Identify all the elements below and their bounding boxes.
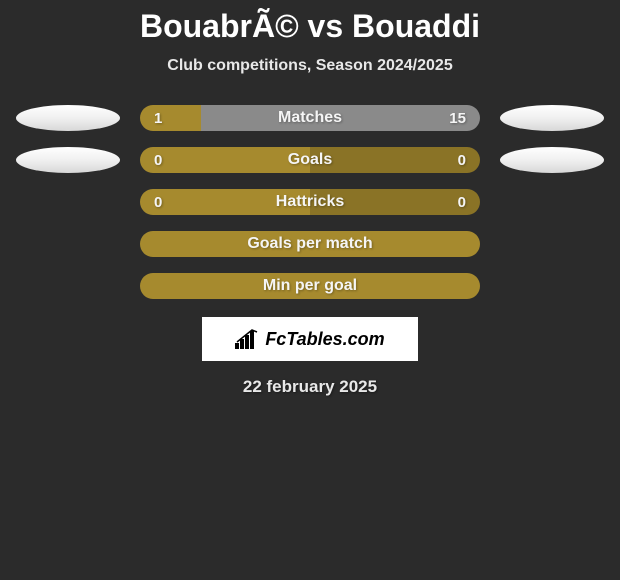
page-title: BouabrÃ© vs Bouaddi: [0, 8, 620, 45]
stat-value-left: 0: [154, 152, 162, 169]
logo-box: FcTables.com: [202, 317, 418, 361]
stat-label: Min per goal: [263, 277, 357, 295]
avatar-placeholder: [16, 273, 120, 299]
stat-bar: Goals per match: [140, 231, 480, 257]
chart-icon: [235, 329, 259, 349]
player-avatar-left: [16, 147, 120, 173]
stat-bar: 0 0 Hattricks: [140, 189, 480, 215]
avatar-placeholder: [500, 189, 604, 215]
avatar-placeholder: [500, 231, 604, 257]
stat-row: 0 0 Hattricks: [0, 189, 620, 215]
stat-value-right: 15: [449, 110, 466, 127]
stat-value-right: 0: [458, 152, 466, 169]
player-avatar-right: [500, 147, 604, 173]
stat-bar: 1 15 Matches: [140, 105, 480, 131]
avatar-placeholder: [500, 273, 604, 299]
bar-segment-left: 0: [140, 147, 310, 173]
avatar-placeholder: [16, 231, 120, 257]
stat-label: Goals: [288, 151, 332, 169]
date-label: 22 february 2025: [0, 377, 620, 397]
stat-value-left: 1: [154, 110, 162, 127]
stat-value-right: 0: [458, 194, 466, 211]
stat-label: Hattricks: [276, 193, 344, 211]
stat-label: Matches: [278, 109, 342, 127]
stats-list: 1 15 Matches 0 0 Goals 0 0 Hattricks Goals per ma…: [0, 105, 620, 299]
stat-row: Min per goal: [0, 273, 620, 299]
stat-row: 1 15 Matches: [0, 105, 620, 131]
stat-bar: 0 0 Goals: [140, 147, 480, 173]
subtitle: Club competitions, Season 2024/2025: [0, 57, 620, 75]
stat-value-left: 0: [154, 194, 162, 211]
stat-row: 0 0 Goals: [0, 147, 620, 173]
bar-segment-right: 0: [310, 147, 480, 173]
player-avatar-right: [500, 105, 604, 131]
stat-bar: Min per goal: [140, 273, 480, 299]
bar-segment-left: 1: [140, 105, 201, 131]
comparison-container: BouabrÃ© vs Bouaddi Club competitions, S…: [0, 0, 620, 397]
player-avatar-left: [16, 105, 120, 131]
stat-label: Goals per match: [247, 235, 372, 253]
stat-row: Goals per match: [0, 231, 620, 257]
logo-text: FcTables.com: [265, 329, 384, 350]
avatar-placeholder: [16, 189, 120, 215]
